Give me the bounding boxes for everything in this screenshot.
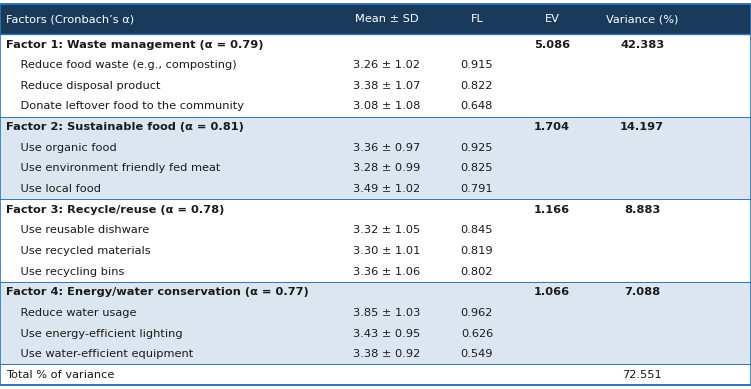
Bar (0, 261, 751, 282)
Text: Use organic food: Use organic food (6, 143, 116, 153)
Text: Donate leftover food to the community: Donate leftover food to the community (6, 102, 244, 112)
Text: 3.32 ± 1.05: 3.32 ± 1.05 (353, 225, 421, 235)
Text: 0.819: 0.819 (460, 246, 493, 256)
Text: 0.825: 0.825 (460, 163, 493, 173)
Text: 3.28 ± 0.99: 3.28 ± 0.99 (353, 163, 421, 173)
Text: 3.08 ± 1.08: 3.08 ± 1.08 (353, 102, 421, 112)
Text: Use water-efficient equipment: Use water-efficient equipment (6, 349, 193, 359)
Text: 0.915: 0.915 (460, 60, 493, 70)
Text: 0.549: 0.549 (460, 349, 493, 359)
Text: 3.49 ± 1.02: 3.49 ± 1.02 (353, 184, 421, 194)
Text: Mean ± SD: Mean ± SD (355, 14, 418, 24)
Text: 0.925: 0.925 (460, 143, 493, 153)
Bar (0, 75, 751, 96)
Bar (0, 158, 751, 179)
Text: 3.26 ± 1.02: 3.26 ± 1.02 (353, 60, 421, 70)
Bar (0, 55, 751, 75)
Text: 0.802: 0.802 (460, 266, 493, 277)
Text: 0.962: 0.962 (460, 308, 493, 318)
Text: 0.845: 0.845 (460, 225, 493, 235)
Text: 1.066: 1.066 (534, 287, 570, 297)
Text: Factor 2: Sustainable food (α = 0.81): Factor 2: Sustainable food (α = 0.81) (6, 122, 244, 132)
Text: 3.36 ± 1.06: 3.36 ± 1.06 (353, 266, 421, 277)
Text: Use energy-efficient lighting: Use energy-efficient lighting (6, 328, 182, 338)
Text: 0.822: 0.822 (460, 81, 493, 91)
Text: Reduce water usage: Reduce water usage (6, 308, 137, 318)
Text: 42.383: 42.383 (620, 40, 664, 49)
Text: 0.626: 0.626 (461, 328, 493, 338)
Bar (0, 220, 751, 241)
Text: 3.85 ± 1.03: 3.85 ± 1.03 (353, 308, 421, 318)
Text: Use reusable dishware: Use reusable dishware (6, 225, 149, 235)
Text: 1.166: 1.166 (534, 205, 570, 215)
Text: Use recycled materials: Use recycled materials (6, 246, 151, 256)
Text: 3.30 ± 1.01: 3.30 ± 1.01 (353, 246, 421, 256)
Text: Use local food: Use local food (6, 184, 101, 194)
Text: FL: FL (471, 14, 483, 24)
Text: Reduce disposal product: Reduce disposal product (6, 81, 161, 91)
Text: 1.704: 1.704 (534, 122, 570, 132)
Text: 3.43 ± 0.95: 3.43 ± 0.95 (353, 328, 421, 338)
Text: Factor 4: Energy/water conservation (α = 0.77): Factor 4: Energy/water conservation (α =… (6, 287, 309, 297)
Text: 5.086: 5.086 (534, 40, 570, 49)
Bar (0, 344, 751, 364)
Text: EV: EV (544, 14, 559, 24)
Bar (0, 303, 751, 323)
Text: Total % of variance: Total % of variance (6, 370, 114, 380)
Text: 7.088: 7.088 (624, 287, 660, 297)
Text: Variance (%): Variance (%) (606, 14, 678, 24)
Bar (0, 117, 751, 137)
Text: Use environment friendly fed meat: Use environment friendly fed meat (6, 163, 220, 173)
Text: 8.883: 8.883 (624, 205, 660, 215)
Bar (0, 34, 751, 55)
Text: 14.197: 14.197 (620, 122, 664, 132)
Bar (0, 323, 751, 344)
Text: 0.648: 0.648 (460, 102, 493, 112)
Text: Factors (Cronbach’s α): Factors (Cronbach’s α) (6, 14, 134, 24)
Text: 3.36 ± 0.97: 3.36 ± 0.97 (353, 143, 421, 153)
Bar (0, 4, 751, 34)
Text: 3.38 ± 0.92: 3.38 ± 0.92 (353, 349, 421, 359)
Bar (0, 241, 751, 261)
Text: 3.38 ± 1.07: 3.38 ± 1.07 (353, 81, 421, 91)
Bar (0, 364, 751, 385)
Bar (0, 179, 751, 199)
Bar (0, 137, 751, 158)
Text: 0.791: 0.791 (460, 184, 493, 194)
Text: Use recycling bins: Use recycling bins (6, 266, 125, 277)
Text: Factor 3: Recycle/reuse (α = 0.78): Factor 3: Recycle/reuse (α = 0.78) (6, 205, 225, 215)
Bar (0, 282, 751, 303)
Text: 72.551: 72.551 (623, 370, 662, 380)
Bar (0, 199, 751, 220)
Bar (0, 96, 751, 117)
Text: Reduce food waste (e.g., composting): Reduce food waste (e.g., composting) (6, 60, 237, 70)
Text: Factor 1: Waste management (α = 0.79): Factor 1: Waste management (α = 0.79) (6, 40, 264, 49)
